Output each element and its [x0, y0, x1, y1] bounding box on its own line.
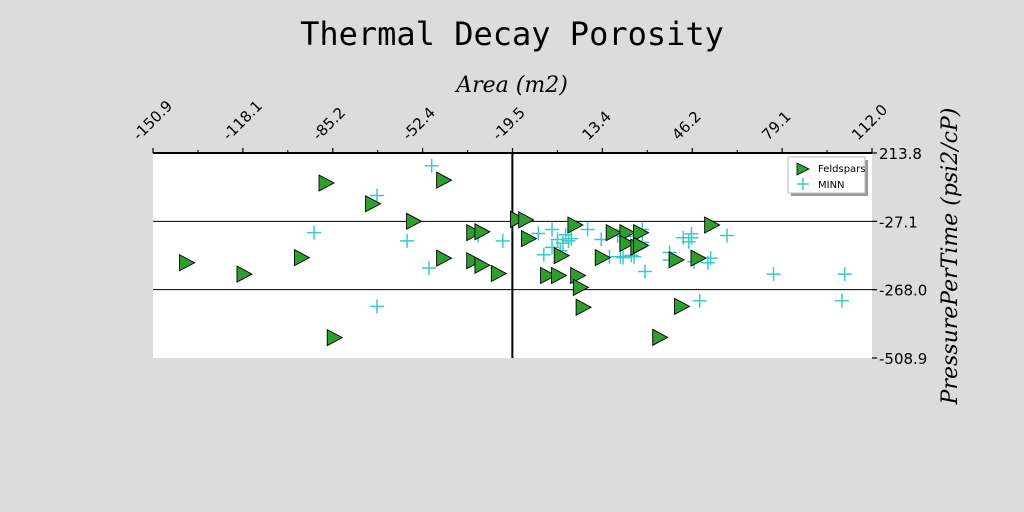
minn-point [424, 158, 439, 173]
feldspars-point [551, 266, 568, 285]
legend-minn-marker [797, 178, 809, 190]
feldspars-point [436, 171, 453, 189]
minn-point [421, 261, 436, 276]
chart-title: Thermal Decay Porosity [300, 15, 724, 53]
legend-feldspars-label: Feldspars [818, 164, 866, 175]
feldspars-point [466, 223, 483, 242]
minn-point [558, 227, 573, 242]
feldspars-point [619, 234, 636, 253]
feldspars-point [236, 265, 253, 283]
feldspars-point [540, 266, 557, 285]
feldspars-point [605, 223, 623, 242]
feldspars-point [553, 246, 571, 265]
y-tick-label: -508.9 [879, 350, 927, 368]
y-tick-label: -27.1 [879, 213, 918, 231]
feldspars-point [293, 248, 311, 267]
feldspars-point [474, 223, 491, 241]
y-tick-label: -268.0 [879, 282, 927, 300]
legend: Feldspars MINN [787, 156, 868, 196]
feldspars-point [652, 328, 669, 347]
minn-point [834, 293, 849, 308]
feldspars-point [474, 256, 491, 275]
minn-point [545, 222, 560, 237]
minn-point [555, 236, 570, 251]
minn-point [766, 267, 781, 282]
feldspars-point [318, 174, 335, 192]
feldspars-point [572, 278, 590, 297]
minn-point [580, 222, 595, 237]
feldspars-point [326, 328, 344, 347]
feldspars-point [690, 249, 707, 267]
data-markers [179, 158, 852, 347]
legend-feldspars-marker [796, 162, 810, 176]
feldspars-point [575, 298, 593, 317]
feldspars-point [365, 194, 382, 213]
feldspars-point [567, 216, 584, 234]
minn-point [307, 225, 322, 240]
feldspars-point [674, 297, 691, 316]
feldspars-point [633, 223, 650, 242]
x-axis-label: Area (m2) [454, 73, 568, 98]
minn-point [536, 247, 551, 262]
feldspars-point [619, 223, 636, 242]
minn-point [561, 233, 576, 248]
minn-point [638, 264, 653, 279]
feldspars-point [668, 251, 686, 269]
feldspars-point [594, 248, 612, 267]
minn-point [531, 226, 546, 241]
minn-point [495, 233, 510, 248]
feldspars-point [518, 211, 535, 229]
minn-point [400, 233, 415, 248]
feldspars-point [466, 251, 483, 270]
y-tick-label: 213.8 [879, 145, 922, 163]
minn-point [613, 249, 628, 264]
minn-point [720, 228, 735, 243]
minn-point [369, 188, 384, 203]
feldspars-point [490, 264, 508, 283]
feldspars-point [520, 229, 538, 248]
legend-box [787, 156, 866, 194]
minn-point [684, 230, 699, 245]
minn-point [616, 250, 631, 265]
legend-minn-label: MINN [818, 180, 845, 191]
feldspars-point [704, 216, 721, 234]
feldspars-point [436, 249, 453, 267]
feldspars-point [633, 236, 650, 255]
minn-point [369, 299, 384, 314]
minn-point [692, 293, 707, 308]
minn-point [545, 240, 560, 255]
feldspars-point [510, 210, 527, 229]
y-axis-label: PressurePerTime (psi2/cP) [938, 108, 963, 406]
feldspars-point [179, 253, 196, 272]
minn-point [564, 231, 579, 246]
minn-point [550, 232, 565, 247]
feldspars-point [406, 212, 423, 231]
minn-point [837, 267, 852, 282]
